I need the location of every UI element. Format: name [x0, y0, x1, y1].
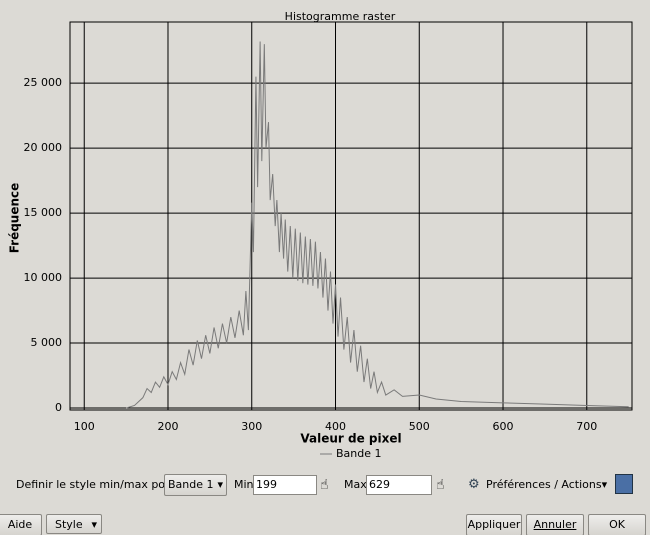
- x-tick-label: 200: [157, 420, 178, 433]
- apply-button[interactable]: Appliquer: [466, 514, 522, 535]
- style-button[interactable]: Style ▾: [46, 514, 102, 534]
- cancel-button[interactable]: Annuler: [526, 514, 584, 535]
- chart: Histogramme raster Valeur de pixel Fréqu…: [8, 10, 633, 460]
- y-tick-label: 10 000: [24, 271, 63, 284]
- x-tick-label: 500: [409, 420, 430, 433]
- max-label: Max: [344, 478, 367, 491]
- chart-title: Histogramme raster: [285, 10, 396, 23]
- combo-arrow: ▾: [217, 478, 223, 491]
- y-tick-label: 25 000: [24, 76, 63, 89]
- band-combo[interactable]: Bande 1 ▾: [164, 474, 227, 496]
- ok-button[interactable]: OK: [588, 514, 646, 535]
- style-arrow: ▾: [91, 518, 97, 531]
- x-tick-label: 300: [241, 420, 262, 433]
- x-axis-label: Valeur de pixel: [300, 432, 401, 446]
- min-label: Min: [234, 478, 254, 491]
- max-input[interactable]: 629: [366, 475, 432, 495]
- x-tick-label: 100: [74, 420, 95, 433]
- style-text: Style: [55, 518, 83, 531]
- actions-menu[interactable]: Préférences / Actions▾: [486, 478, 608, 491]
- y-axis-label: Fréquence: [8, 183, 22, 254]
- save-icon[interactable]: [615, 474, 633, 494]
- x-tick-label: 700: [576, 420, 597, 433]
- help-button[interactable]: Aide: [0, 514, 42, 535]
- y-tick-label: 15 000: [24, 206, 63, 219]
- legend-entry: Bande 1: [336, 447, 382, 460]
- pick-max-icon[interactable]: ☝: [436, 477, 445, 493]
- style-label: Definir le style min/max pour: [16, 478, 177, 491]
- actions-text: Préférences / Actions: [486, 478, 602, 491]
- plot-area: [69, 21, 633, 411]
- pick-min-icon[interactable]: ☝: [320, 477, 329, 493]
- y-tick-label: 5 000: [31, 336, 63, 349]
- min-input[interactable]: 199: [253, 475, 317, 495]
- x-tick-label: 600: [493, 420, 514, 433]
- y-tick-label: 0: [55, 401, 62, 414]
- x-tick-label: 400: [325, 420, 346, 433]
- band-value: Bande 1: [168, 478, 214, 491]
- actions-icon: ⚙: [468, 477, 480, 492]
- histogram-line: [125, 41, 629, 409]
- y-tick-label: 20 000: [24, 141, 63, 154]
